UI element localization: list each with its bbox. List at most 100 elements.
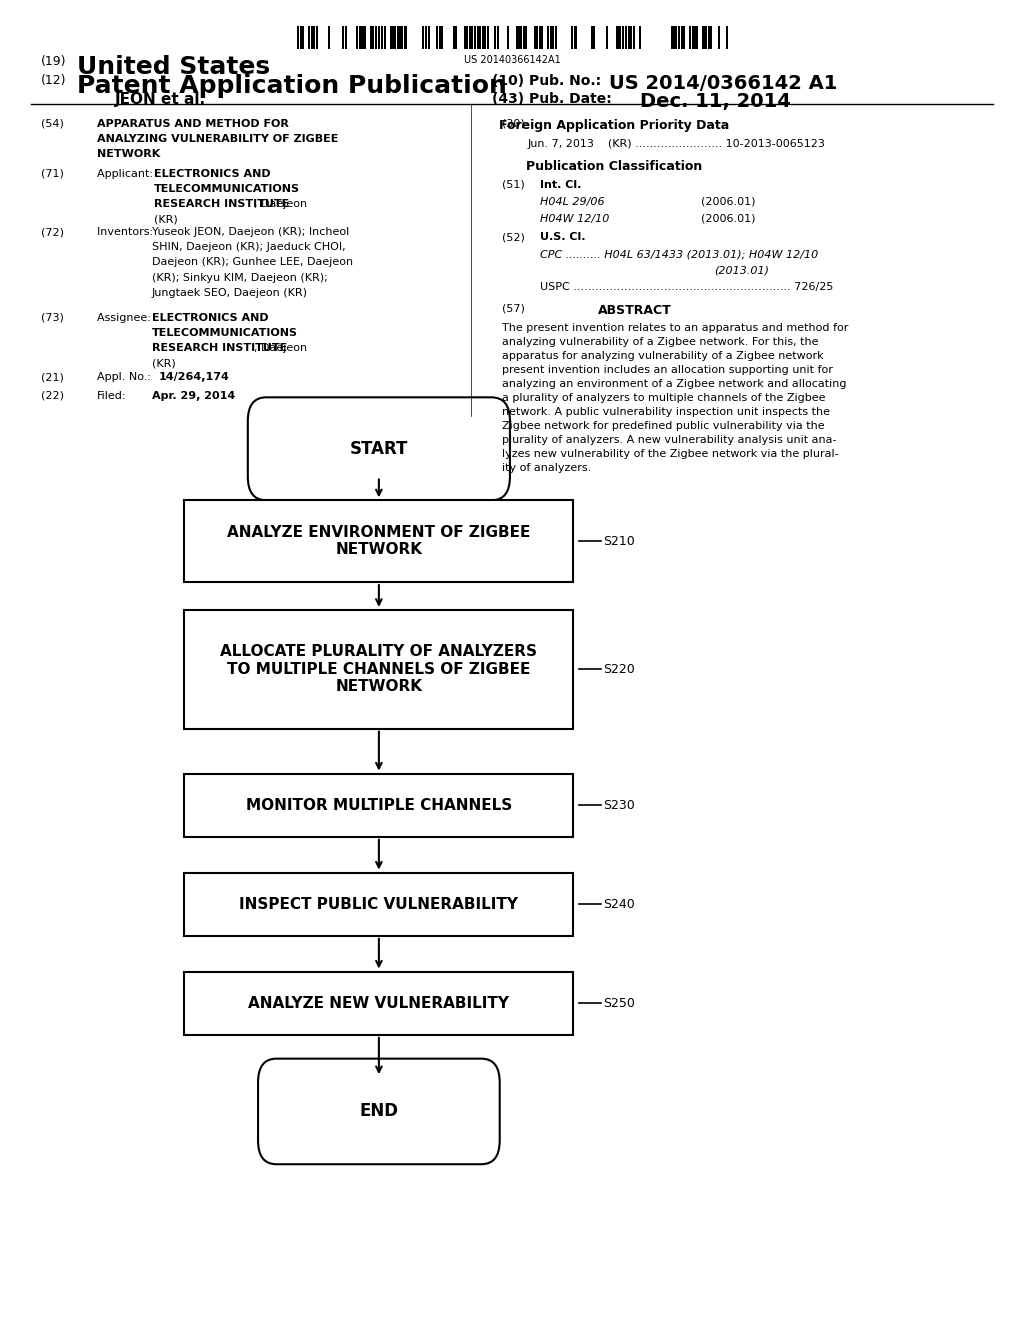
Bar bbox=[516, 26, 522, 49]
Text: S220: S220 bbox=[603, 663, 635, 676]
Bar bbox=[726, 26, 728, 49]
Text: ANALYZE ENVIRONMENT OF ZIGBEE
NETWORK: ANALYZE ENVIRONMENT OF ZIGBEE NETWORK bbox=[227, 525, 530, 557]
Bar bbox=[397, 26, 403, 49]
Bar bbox=[633, 26, 635, 49]
Text: Inventors:: Inventors: bbox=[97, 227, 157, 238]
Bar bbox=[702, 26, 707, 49]
Text: (10) Pub. No.:: (10) Pub. No.: bbox=[492, 74, 601, 88]
Text: (51): (51) bbox=[502, 180, 524, 190]
Bar bbox=[692, 26, 698, 49]
Bar bbox=[487, 26, 489, 49]
Bar bbox=[628, 26, 632, 49]
Text: Daejeon (KR); Gunhee LEE, Daejeon: Daejeon (KR); Gunhee LEE, Daejeon bbox=[152, 257, 352, 268]
Text: ANALYZING VULNERABILITY OF ZIGBEE: ANALYZING VULNERABILITY OF ZIGBEE bbox=[97, 133, 339, 144]
Text: SHIN, Daejeon (KR); Jaeduck CHOI,: SHIN, Daejeon (KR); Jaeduck CHOI, bbox=[152, 243, 345, 252]
Bar bbox=[591, 26, 595, 49]
Text: US 20140366142A1: US 20140366142A1 bbox=[464, 55, 560, 66]
Text: (12): (12) bbox=[41, 74, 67, 87]
Bar bbox=[308, 26, 310, 49]
Bar bbox=[469, 26, 473, 49]
Text: (19): (19) bbox=[41, 55, 67, 69]
Text: ELECTRONICS AND: ELECTRONICS AND bbox=[154, 169, 270, 180]
Bar bbox=[359, 26, 366, 49]
Bar bbox=[439, 26, 443, 49]
Bar bbox=[678, 26, 680, 49]
Bar bbox=[639, 26, 641, 49]
Text: ELECTRONICS AND: ELECTRONICS AND bbox=[152, 313, 268, 323]
Bar bbox=[297, 26, 299, 49]
Bar bbox=[184, 610, 573, 729]
Text: Jun. 7, 2013    (KR) ........................ 10-2013-0065123: Jun. 7, 2013 (KR) ......................… bbox=[527, 139, 825, 149]
Text: U.S. Cl.: U.S. Cl. bbox=[540, 232, 585, 243]
Text: The present invention relates to an apparatus and method for
analyzing vulnerabi: The present invention relates to an appa… bbox=[502, 323, 848, 474]
Text: S250: S250 bbox=[603, 997, 635, 1010]
Bar bbox=[404, 26, 407, 49]
Text: 14/264,174: 14/264,174 bbox=[159, 372, 229, 383]
Bar bbox=[571, 26, 573, 49]
Text: (KR): (KR) bbox=[152, 358, 175, 368]
FancyBboxPatch shape bbox=[248, 397, 510, 500]
Bar bbox=[384, 26, 386, 49]
Text: Patent Application Publication: Patent Application Publication bbox=[77, 74, 507, 98]
Bar bbox=[184, 500, 573, 582]
Text: RESEARCH INSTITUTE: RESEARCH INSTITUTE bbox=[154, 199, 289, 210]
Bar bbox=[574, 26, 577, 49]
Text: (57): (57) bbox=[502, 304, 524, 314]
Text: H04W 12/10: H04W 12/10 bbox=[540, 214, 609, 224]
Bar bbox=[497, 26, 499, 49]
Text: ALLOCATE PLURALITY OF ANALYZERS
TO MULTIPLE CHANNELS OF ZIGBEE
NETWORK: ALLOCATE PLURALITY OF ANALYZERS TO MULTI… bbox=[220, 644, 538, 694]
Text: JEON et al.: JEON et al. bbox=[115, 92, 206, 107]
Text: (72): (72) bbox=[41, 227, 63, 238]
Text: (30): (30) bbox=[502, 119, 524, 129]
Bar bbox=[625, 26, 627, 49]
Text: Int. Cl.: Int. Cl. bbox=[540, 180, 581, 190]
Bar bbox=[523, 26, 527, 49]
Bar bbox=[464, 26, 468, 49]
Text: (52): (52) bbox=[502, 232, 524, 243]
Bar bbox=[316, 26, 318, 49]
Bar bbox=[378, 26, 380, 49]
Bar bbox=[550, 26, 554, 49]
Bar bbox=[300, 26, 304, 49]
Text: (2006.01): (2006.01) bbox=[701, 214, 756, 224]
Bar bbox=[539, 26, 543, 49]
Text: TELECOMMUNICATIONS: TELECOMMUNICATIONS bbox=[154, 183, 300, 194]
Text: S230: S230 bbox=[603, 799, 635, 812]
Bar bbox=[616, 26, 621, 49]
Text: USPC ............................................................ 726/25: USPC ...................................… bbox=[540, 282, 833, 293]
Bar bbox=[422, 26, 424, 49]
Bar bbox=[555, 26, 557, 49]
Text: Assignee:: Assignee: bbox=[97, 313, 155, 323]
Bar bbox=[356, 26, 358, 49]
Bar bbox=[689, 26, 691, 49]
Text: ABSTRACT: ABSTRACT bbox=[598, 304, 672, 317]
Text: (71): (71) bbox=[41, 169, 63, 180]
Bar bbox=[184, 873, 573, 936]
Bar bbox=[453, 26, 457, 49]
Bar bbox=[547, 26, 549, 49]
Bar bbox=[718, 26, 720, 49]
Bar bbox=[708, 26, 712, 49]
Text: US 2014/0366142 A1: US 2014/0366142 A1 bbox=[609, 74, 838, 92]
Text: (21): (21) bbox=[41, 372, 63, 383]
Text: (22): (22) bbox=[41, 391, 63, 401]
Text: APPARATUS AND METHOD FOR: APPARATUS AND METHOD FOR bbox=[97, 119, 289, 129]
Text: INSPECT PUBLIC VULNERABILITY: INSPECT PUBLIC VULNERABILITY bbox=[240, 896, 518, 912]
FancyBboxPatch shape bbox=[258, 1059, 500, 1164]
Bar bbox=[671, 26, 677, 49]
Bar bbox=[606, 26, 608, 49]
Bar bbox=[622, 26, 624, 49]
Bar bbox=[370, 26, 374, 49]
Text: Applicant:: Applicant: bbox=[97, 169, 157, 180]
Text: United States: United States bbox=[77, 55, 270, 79]
Text: Jungtaek SEO, Daejeon (KR): Jungtaek SEO, Daejeon (KR) bbox=[152, 288, 307, 298]
Text: H04L 29/06: H04L 29/06 bbox=[540, 197, 604, 207]
Bar bbox=[425, 26, 427, 49]
Text: (43) Pub. Date:: (43) Pub. Date: bbox=[492, 92, 611, 107]
Bar bbox=[328, 26, 330, 49]
Bar bbox=[507, 26, 509, 49]
Text: S210: S210 bbox=[603, 535, 635, 548]
Text: ANALYZE NEW VULNERABILITY: ANALYZE NEW VULNERABILITY bbox=[249, 995, 509, 1011]
Bar bbox=[428, 26, 430, 49]
Bar bbox=[474, 26, 476, 49]
